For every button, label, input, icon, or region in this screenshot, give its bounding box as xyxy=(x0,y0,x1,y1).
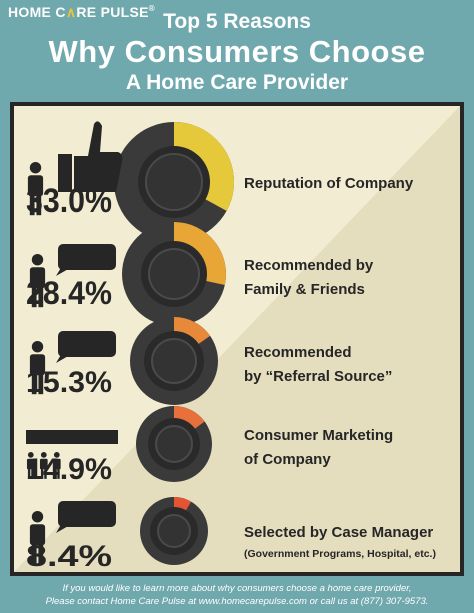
donut-hole xyxy=(148,248,200,300)
person-leg xyxy=(27,468,31,479)
category-label: of Company xyxy=(244,451,331,468)
trademark-mark: ® xyxy=(148,4,155,13)
category-label: Consumer Marketing xyxy=(244,427,393,444)
billboard-icon xyxy=(26,430,118,444)
person-leg xyxy=(29,194,35,216)
pulse-icon: ∧ xyxy=(65,4,77,20)
person-head xyxy=(31,341,44,353)
person-leg xyxy=(31,468,34,479)
person-torso xyxy=(39,458,48,470)
person-leg xyxy=(53,468,57,479)
speech-bubble-tail xyxy=(56,523,70,533)
person-leg xyxy=(31,373,37,395)
person-leg xyxy=(38,373,44,395)
speech-bubble-tail xyxy=(56,266,70,276)
category-label: Selected by Case Manager xyxy=(244,524,433,541)
reasons-chart: 33.0% Reputation of Company28.4%Recommend… xyxy=(26,121,436,572)
speech-bubble-tail xyxy=(56,353,70,363)
person-head xyxy=(53,452,60,458)
speech-bubble-icon xyxy=(56,501,116,533)
speech-bubble-body xyxy=(58,244,116,270)
chart-panel: 33.0% Reputation of Company 28.4% Recommend… xyxy=(10,102,464,576)
percentage-label: 14.9% xyxy=(26,453,112,486)
speech-bubble-icon xyxy=(56,244,116,276)
footer-line-1: If you would like to learn more about wh… xyxy=(62,583,412,594)
title-line-1: Top 5 Reasons xyxy=(163,10,311,33)
person-torso xyxy=(27,175,44,197)
category-label: Reputation of Company xyxy=(244,175,414,192)
person-head xyxy=(40,452,47,458)
category-label: Family & Friends xyxy=(244,281,365,298)
person-head xyxy=(27,452,34,458)
person-leg xyxy=(38,286,44,308)
person-head xyxy=(31,254,44,266)
reason-row: 8.4%Selected by Case Manager(Government … xyxy=(26,497,436,572)
person-head xyxy=(29,162,42,174)
speech-bubble-body xyxy=(58,501,116,527)
person-leg xyxy=(57,468,60,479)
person-leg xyxy=(31,286,37,308)
donut-hole xyxy=(157,514,191,548)
reason-row: 14.9% Consumer Marketing of Company xyxy=(26,406,393,486)
person-torso xyxy=(26,458,35,470)
person-torso xyxy=(29,524,46,546)
person-leg xyxy=(38,543,44,565)
category-label: by “Referral Source” xyxy=(244,368,392,385)
reason-row: 33.0% Reputation of Company xyxy=(26,121,414,242)
donut-hole xyxy=(151,338,197,384)
small-person-icon xyxy=(39,452,48,479)
speech-bubble-body xyxy=(58,331,116,357)
title-line-3: A Home Care Provider xyxy=(125,71,349,94)
person-torso xyxy=(29,354,46,376)
person-leg xyxy=(31,543,37,565)
speech-bubble-icon xyxy=(56,331,116,363)
category-label: Recommended xyxy=(244,344,352,361)
thumb-hand xyxy=(74,121,123,192)
person-icon xyxy=(27,162,44,216)
donut-hole xyxy=(155,425,193,463)
person-icon xyxy=(29,254,46,308)
footer: If you would like to learn more about wh… xyxy=(0,582,474,608)
category-label: Recommended by xyxy=(244,257,374,274)
donut-hole xyxy=(145,153,203,211)
person-leg xyxy=(36,194,42,216)
thumb-cuff xyxy=(58,154,72,192)
small-person-icon xyxy=(26,452,35,479)
billboard-board xyxy=(26,430,118,444)
person-icon xyxy=(29,511,46,565)
footer-line-2: Please contact Home Care Pulse at www.ho… xyxy=(45,596,429,607)
panel-background xyxy=(14,106,460,572)
category-sublabel: (Government Programs, Hospital, etc.) xyxy=(244,548,436,560)
brand-name-part-a: HOME C xyxy=(8,4,66,20)
thumbs-up-icon xyxy=(58,121,123,192)
person-icon xyxy=(29,341,46,395)
person-head xyxy=(31,511,44,523)
small-person-icon xyxy=(52,452,61,479)
brand-name-part-b: RE PULSE xyxy=(76,4,149,20)
brand-logo: HOME C∧RE PULSE® xyxy=(8,4,155,21)
person-torso xyxy=(29,267,46,289)
person-leg xyxy=(40,468,44,479)
person-leg xyxy=(44,468,47,479)
title-line-2: Why Consumers Choose xyxy=(48,34,426,69)
person-torso xyxy=(52,458,61,470)
